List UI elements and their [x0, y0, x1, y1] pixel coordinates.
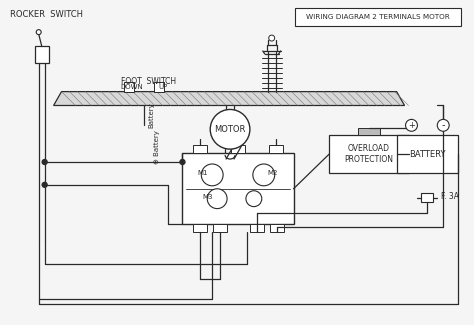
Bar [294, 8, 461, 26]
Text: DOWN: DOWN [120, 84, 143, 90]
Circle shape [210, 110, 250, 149]
Text: M2: M2 [268, 170, 278, 176]
Text: ROCKER  SWITCH: ROCKER SWITCH [10, 10, 83, 19]
Text: Battery: Battery [149, 102, 155, 128]
Text: MOTOR: MOTOR [214, 125, 246, 134]
Text: F. 3A: F. 3A [441, 192, 459, 201]
Text: FOOT  SWITCH: FOOT SWITCH [121, 77, 176, 86]
Bar [231, 145, 245, 153]
Text: ⊕ Battery: ⊕ Battery [154, 130, 160, 164]
Text: UP: UP [158, 84, 167, 90]
Polygon shape [54, 92, 404, 106]
Text: -: - [441, 120, 445, 130]
Text: BATTERY: BATTERY [409, 150, 446, 159]
Bar [269, 145, 283, 153]
Circle shape [180, 160, 185, 164]
Bar [250, 225, 264, 232]
Circle shape [42, 182, 47, 187]
Bar [154, 82, 164, 92]
Bar [421, 193, 433, 202]
Circle shape [438, 119, 449, 131]
Text: WIRING DIAGRAM 2 TERMINALS MOTOR: WIRING DIAGRAM 2 TERMINALS MOTOR [306, 14, 450, 20]
Bar [270, 225, 283, 232]
Circle shape [36, 30, 41, 34]
Text: M1: M1 [197, 170, 208, 176]
Bar [397, 135, 458, 173]
Circle shape [207, 189, 227, 209]
Bar [35, 46, 49, 63]
Circle shape [406, 119, 418, 131]
Bar [193, 225, 207, 232]
Bar [182, 153, 293, 225]
Bar [124, 82, 134, 92]
Bar [213, 225, 227, 232]
Bar [358, 128, 380, 135]
Text: +: + [408, 121, 415, 130]
Bar [193, 145, 207, 153]
Circle shape [42, 160, 47, 164]
Text: M3: M3 [202, 194, 213, 200]
Circle shape [246, 191, 262, 207]
Circle shape [253, 164, 274, 186]
Circle shape [269, 35, 274, 41]
Circle shape [201, 164, 223, 186]
Text: OVERLOAD
PROTECTION: OVERLOAD PROTECTION [345, 144, 393, 164]
Bar [329, 135, 409, 173]
